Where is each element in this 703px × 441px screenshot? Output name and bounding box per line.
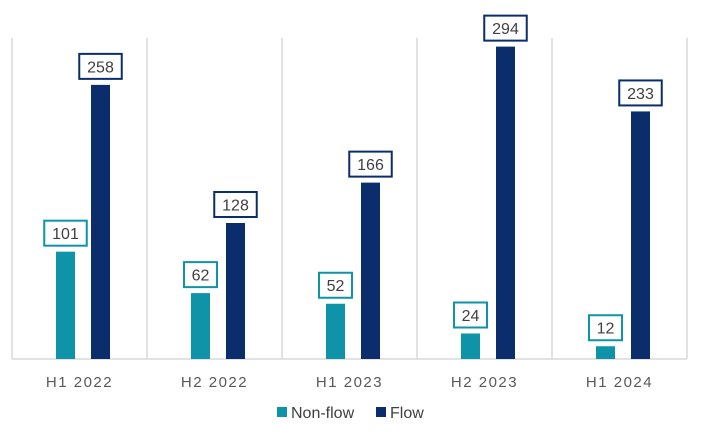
- bar-non-flow-h2-2022: [191, 293, 210, 359]
- data-label-text: 12: [597, 321, 615, 338]
- bar-non-flow-h1-2023: [326, 303, 345, 359]
- data-label-box: [618, 79, 663, 107]
- data-label-text: 128: [222, 197, 249, 214]
- data-label-non-flow-h2-2023: 24: [453, 301, 488, 329]
- bar-non-flow-h2-2023: [461, 333, 480, 359]
- data-labels: 101 258 62 128 52 166 24 294 12 233: [43, 14, 663, 342]
- data-label-flow-h2-2023: 294: [483, 14, 528, 42]
- bar-flow-h1-2022: [91, 84, 110, 359]
- data-label-text: 101: [52, 226, 79, 243]
- data-label-text: 24: [462, 308, 480, 325]
- data-label-flow-h2-2022: 128: [213, 190, 258, 218]
- data-label-box: [588, 314, 623, 342]
- legend-label: Non-flow: [291, 405, 355, 422]
- data-label-box: [43, 219, 88, 247]
- data-label-text: 258: [87, 59, 114, 76]
- x-tick-label-h1-2023: H1 2023: [316, 374, 383, 391]
- data-label-text: 166: [357, 157, 384, 174]
- data-label-box: [453, 301, 488, 329]
- data-label-flow-h1-2023: 166: [348, 150, 393, 178]
- x-tick-label-h2-2022: H2 2022: [181, 374, 248, 391]
- bar-flow-h2-2023: [496, 46, 515, 359]
- legend: Non-flow Flow: [277, 405, 424, 422]
- data-label-box: [213, 190, 258, 218]
- legend-label: Flow: [390, 405, 424, 422]
- bar-flow-h2-2022: [226, 222, 245, 359]
- data-label-non-flow-h1-2024: 12: [588, 314, 623, 342]
- x-axis: H1 2022 H2 2022 H1 2023 H2 2023 H1 2024: [46, 374, 653, 391]
- legend-item-flow: Flow: [376, 405, 424, 422]
- bars: [56, 46, 650, 359]
- bar-flow-h1-2024: [631, 111, 650, 359]
- data-label-non-flow-h2-2022: 62: [183, 261, 218, 289]
- data-label-text: 62: [192, 268, 210, 285]
- bar-flow-h1-2023: [361, 182, 380, 359]
- x-tick-label-h2-2023: H2 2023: [451, 374, 518, 391]
- x-tick-label-h1-2024: H1 2024: [586, 374, 653, 391]
- data-label-text: 233: [627, 86, 654, 103]
- x-tick-label-h1-2022: H1 2022: [46, 374, 113, 391]
- data-label-box: [183, 261, 218, 289]
- bar-non-flow-h1-2024: [596, 346, 615, 359]
- category-gridlines: [11, 38, 688, 360]
- data-label-box: [483, 14, 528, 42]
- legend-swatch: [277, 407, 287, 417]
- data-label-box: [348, 150, 393, 178]
- legend-item-non-flow: Non-flow: [277, 405, 355, 422]
- data-label-flow-h1-2024: 233: [618, 79, 663, 107]
- data-label-box: [78, 52, 123, 80]
- legend-swatch: [376, 407, 386, 417]
- data-label-box: [318, 271, 353, 299]
- data-label-text: 52: [327, 278, 345, 295]
- data-label-flow-h1-2022: 258: [78, 52, 123, 80]
- data-label-non-flow-h1-2023: 52: [318, 271, 353, 299]
- data-label-non-flow-h1-2022: 101: [43, 219, 88, 247]
- data-label-text: 294: [492, 21, 519, 38]
- bar-non-flow-h1-2022: [56, 251, 75, 359]
